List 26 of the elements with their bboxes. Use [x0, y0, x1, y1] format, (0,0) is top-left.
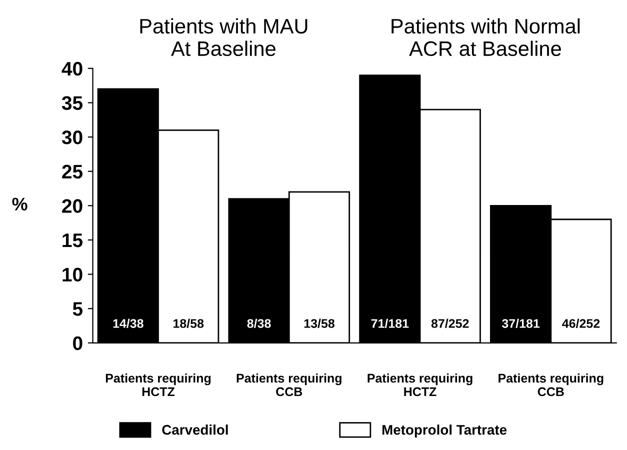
data-label: 18/58 — [173, 318, 204, 328]
x-tick-label: Patients requiring HCTZ — [106, 373, 211, 396]
legend-label: Carvedilol — [162, 424, 228, 435]
data-label: 8/38 — [247, 318, 271, 328]
x-tick-label: Patients requiring CCB — [498, 373, 604, 396]
y-tick-label: 20 — [62, 199, 82, 213]
y-tick-label: 30 — [62, 130, 82, 144]
text: Patients with Normal ACR at Baseline — [392, 18, 580, 56]
y-tick-label: 0 — [73, 336, 82, 350]
y-tick-label: 35 — [62, 96, 83, 110]
legend-label: Metoprolol Tartrate — [382, 424, 507, 438]
data-label: 46/252 — [562, 318, 600, 328]
data-label: 14/38 — [113, 318, 144, 328]
y-axis-title: % — [12, 198, 28, 210]
x-tick-label: Patients requiring CCB — [236, 373, 342, 396]
y-tick-label: 40 — [62, 62, 82, 76]
y-tick-label: 25 — [62, 164, 83, 179]
text: Patients with MAU At Baseline — [140, 18, 308, 56]
data-label: 37/181 — [502, 318, 540, 328]
y-tick-label: 15 — [62, 234, 83, 248]
data-label: 87/252 — [431, 318, 469, 328]
x-tick-label: Patients requiring HCTZ — [368, 373, 472, 396]
y-tick-label: 10 — [62, 268, 82, 282]
data-label: 71/181 — [371, 318, 409, 328]
data-label: 13/58 — [304, 318, 334, 328]
y-tick-label: 5 — [72, 302, 83, 316]
